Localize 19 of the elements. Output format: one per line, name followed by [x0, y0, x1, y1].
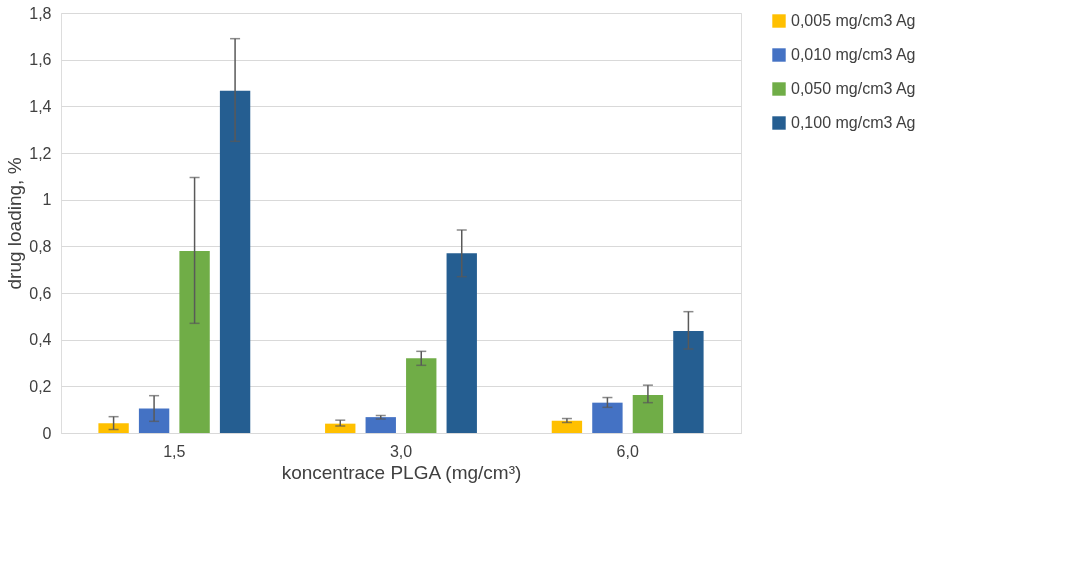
y-tick-label: 1,2: [29, 144, 52, 162]
y-tick-label: 1,6: [29, 51, 52, 69]
y-tick-label: 1,8: [29, 4, 52, 22]
x-tick-label: 3,0: [389, 442, 413, 460]
legend-label: 0,050 mg/cm3 Ag: [791, 80, 916, 97]
legend-label: 0,010 mg/cm3 Ag: [791, 46, 916, 63]
y-axis-title: drug loading, %: [4, 157, 26, 290]
y-tick-label: 1: [42, 191, 52, 209]
y-tick-label: 0,6: [29, 284, 52, 302]
y-tick-label: 0,8: [29, 237, 52, 255]
y-tick-label: 0: [42, 424, 52, 442]
y-tick-label: 0,2: [29, 377, 52, 395]
legend-label: 0,005 mg/cm3 Ag: [791, 12, 916, 29]
x-axis-title: koncentrace PLGA (mg/cm³): [281, 461, 522, 483]
x-tick-label: 6,0: [616, 442, 639, 460]
y-tick-label: 1,4: [29, 97, 52, 115]
x-tick-label: 1,5: [163, 442, 186, 460]
y-tick-label: 0,4: [29, 331, 52, 349]
legend-label: 0,100 mg/cm3 Ag: [791, 114, 916, 131]
